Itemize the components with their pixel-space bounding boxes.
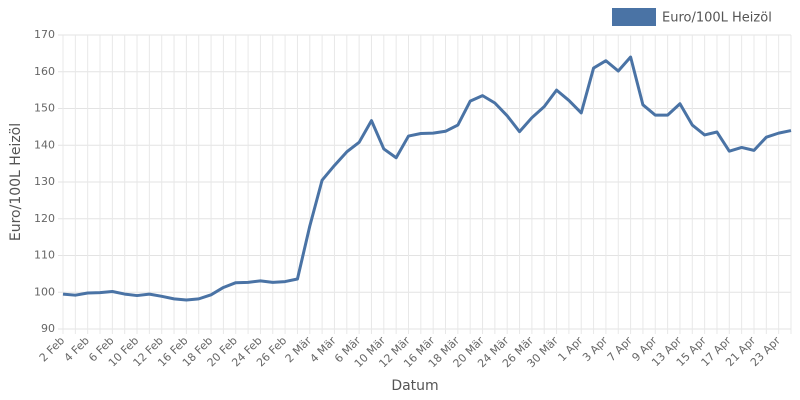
y-tick-label: 100 xyxy=(34,285,55,298)
x-tick-label: 4 Mär xyxy=(307,334,339,366)
x-tick-label: 2 Feb xyxy=(37,334,67,364)
line xyxy=(62,55,792,302)
y-tick-label: 140 xyxy=(34,138,55,151)
y-tick-label: 160 xyxy=(34,65,55,78)
legend-swatch xyxy=(612,8,656,26)
x-tick-label: 2 Mär xyxy=(283,334,315,366)
y-tick-label: 150 xyxy=(34,102,55,115)
x-tick-label: 4 Feb xyxy=(62,334,92,364)
x-tick-label: 1 Apr xyxy=(555,334,585,364)
y-tick-label: 130 xyxy=(34,175,55,188)
y-axis-title: Euro/100L Heizöl xyxy=(8,123,24,241)
y-tick-label: 90 xyxy=(41,322,55,335)
x-axis-title: Datum xyxy=(391,378,438,394)
y-tick-label: 170 xyxy=(34,28,55,41)
x-tick-label: 7 Apr xyxy=(605,334,635,364)
x-tick-label: 3 Apr xyxy=(580,334,610,364)
legend-label: Euro/100L Heizöl xyxy=(662,11,772,26)
y-tick-label: 110 xyxy=(34,249,55,262)
y-tick-label: 120 xyxy=(34,212,55,225)
